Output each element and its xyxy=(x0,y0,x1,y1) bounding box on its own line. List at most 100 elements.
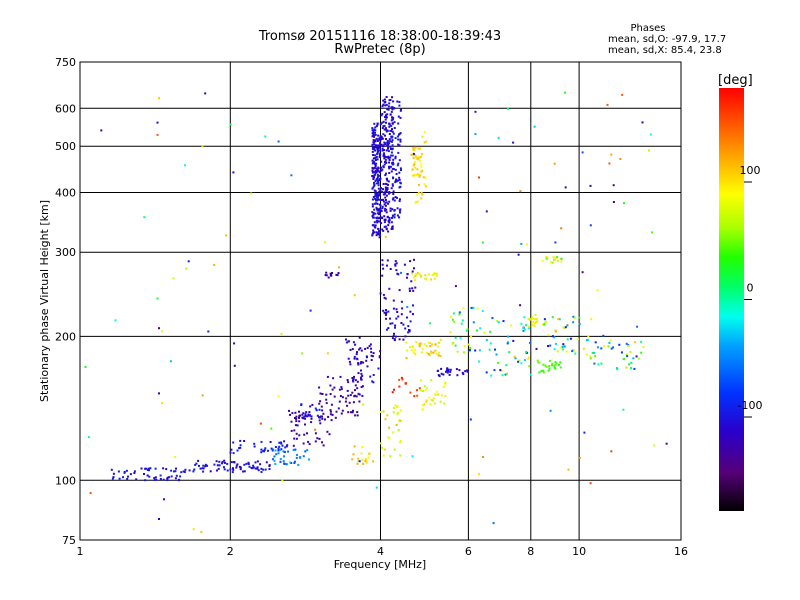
echo-point xyxy=(384,142,387,145)
echo-point xyxy=(382,293,385,296)
echo-point xyxy=(429,345,432,348)
echo-point xyxy=(542,363,545,366)
echo-point xyxy=(549,261,552,264)
x-tick-label: 1 xyxy=(77,545,84,558)
echo-point xyxy=(269,441,272,443)
echo-point xyxy=(529,317,531,320)
echo-point xyxy=(389,113,392,116)
echo-point xyxy=(421,135,424,138)
echo-point xyxy=(354,414,357,417)
echo-point xyxy=(133,470,136,473)
echo-point xyxy=(326,430,329,433)
echo-point xyxy=(382,188,384,191)
echo-point xyxy=(556,350,559,353)
echo-point xyxy=(400,300,403,303)
echo-point xyxy=(198,464,200,467)
echo-point xyxy=(420,379,422,382)
echo-point xyxy=(411,346,414,349)
echo-point xyxy=(412,304,414,307)
echo-point xyxy=(397,151,400,154)
echo-point xyxy=(221,460,224,463)
echo-point xyxy=(616,368,619,371)
echo-point xyxy=(544,320,547,323)
echo-point xyxy=(358,460,361,463)
echo-point xyxy=(389,455,392,458)
echo-point xyxy=(391,227,394,230)
echo-point xyxy=(551,316,554,319)
echo-point xyxy=(302,417,305,420)
echo-point xyxy=(357,457,360,460)
echo-point xyxy=(488,348,491,351)
echo-point xyxy=(393,199,396,202)
echo-point xyxy=(360,372,363,375)
echo-point xyxy=(388,161,391,164)
echo-point xyxy=(466,369,468,372)
echo-point xyxy=(384,199,387,201)
echo-point xyxy=(375,199,378,202)
echo-point xyxy=(421,408,424,411)
echo-point xyxy=(403,263,406,266)
echo-point xyxy=(295,420,298,423)
echo-point xyxy=(444,394,447,397)
echo-point xyxy=(504,373,507,376)
echo-point xyxy=(479,327,482,330)
echo-point xyxy=(184,468,187,471)
echo-point xyxy=(493,369,496,372)
echo-point xyxy=(533,125,536,128)
echo-point xyxy=(175,467,177,470)
echo-point xyxy=(555,362,558,365)
echo-point xyxy=(371,169,374,172)
echo-point xyxy=(350,411,352,414)
y-axis-ticks: 75 100 200 300 400 500 600 750 xyxy=(55,56,76,547)
echo-point xyxy=(250,192,253,195)
echo-point xyxy=(388,165,391,168)
echo-point xyxy=(398,338,401,341)
echo-point xyxy=(395,178,398,181)
echo-point xyxy=(390,148,392,150)
echo-point xyxy=(379,204,382,207)
stats-x-mode: mean, sd,X: 85.4, 23.8 xyxy=(608,45,722,56)
echo-point xyxy=(200,530,203,533)
echo-point xyxy=(393,448,396,451)
echo-point xyxy=(383,128,386,131)
echo-point xyxy=(378,170,381,173)
echo-point xyxy=(384,225,387,228)
echo-point xyxy=(413,276,415,279)
echo-point xyxy=(618,343,621,346)
echo-point xyxy=(182,470,185,473)
echo-point xyxy=(551,364,553,367)
echo-point xyxy=(279,448,282,451)
echo-point xyxy=(496,320,499,322)
echo-point xyxy=(318,386,321,389)
echo-point xyxy=(112,476,115,479)
echo-point xyxy=(409,260,412,263)
echo-point xyxy=(420,197,423,200)
x-tick-label: 6 xyxy=(465,545,472,558)
echo-point xyxy=(361,374,364,377)
echo-point xyxy=(572,321,575,324)
echo-point xyxy=(383,111,386,114)
echo-point xyxy=(379,136,382,138)
echo-point xyxy=(383,296,386,299)
echo-point xyxy=(380,210,383,213)
echo-point xyxy=(372,196,375,198)
echo-point xyxy=(385,121,387,124)
echo-point xyxy=(318,419,321,422)
echo-point xyxy=(306,449,309,452)
echo-point xyxy=(436,393,439,396)
echo-point xyxy=(374,126,377,129)
echo-point xyxy=(325,271,328,274)
echo-point xyxy=(585,353,588,356)
echo-point xyxy=(373,225,376,228)
echo-point xyxy=(442,385,445,388)
echo-point xyxy=(408,330,411,333)
echo-point xyxy=(548,365,551,368)
echo-point xyxy=(642,346,645,348)
echo-point xyxy=(411,272,414,275)
echo-point xyxy=(519,190,522,193)
echo-point xyxy=(559,361,562,364)
echo-point xyxy=(379,292,382,295)
echo-point xyxy=(382,133,385,136)
echo-point xyxy=(551,335,554,338)
echo-point xyxy=(391,337,394,340)
